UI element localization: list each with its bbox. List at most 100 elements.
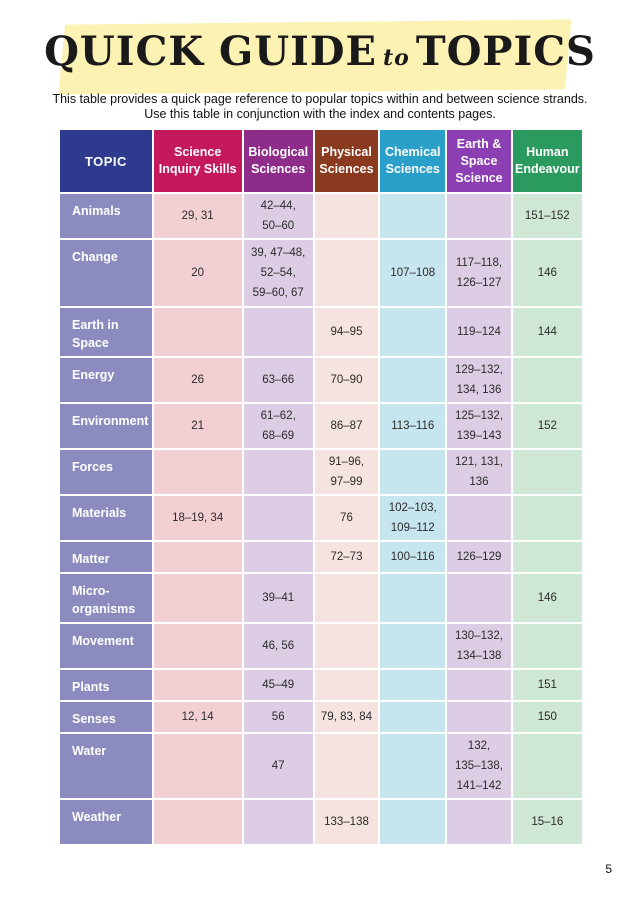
page-ref-cell-c6: 151–152 [512,194,582,238]
page-ref-line: 39–41 [262,592,295,604]
page-ref-cell-c4: 113–116 [380,404,446,448]
page-ref-line: 134, 136 [456,384,502,396]
title-part-2: to [382,45,410,71]
header-c4: Chemical Sciences [380,130,446,192]
page-ref-line: 76 [340,512,353,524]
page-ref-cell-c3: 94–95 [314,308,379,356]
header-c3-line: Physical [321,145,372,159]
topic-cell-line: Water [72,744,107,758]
page-ref-cell-c5: 132, 135–138, 141–142 [447,734,511,798]
page-ref-cell-c1: 26 [153,358,242,402]
page-ref-cell-c4 [380,734,446,798]
table-row: Senses 12, 14 56 79, 83, 84 150 [60,702,582,732]
topic-cell: Change [60,240,152,306]
topic-cell: Energy [60,358,152,402]
table-row: Animals 29, 31 42–44, 50–60 151–152 [60,194,582,238]
page-ref-cell-c4 [380,194,446,238]
page-ref-line: 135–138, [455,760,503,772]
topic-cell-line: Micro- [72,584,110,598]
topic-cell-line: Change [72,250,118,264]
page-ref-cell-c3 [314,194,379,238]
page-ref-line: 132, [467,740,491,752]
table-row: Forces 91–96, 97–99 121, 131, 136 [60,450,582,494]
page-ref-cell-c4 [380,670,446,700]
page-ref-cell-c1: 12, 14 [153,702,242,732]
page-ref-cell-c3: 72–73 [314,542,379,572]
page-ref-line: 39, 47–48, [251,247,306,259]
topic-cell-line: Environment [72,414,149,428]
page-ref-line: 113–116 [391,420,435,432]
header-c1: Science Inquiry Skills [153,130,242,192]
page-ref-line: 125–132, [455,410,503,422]
topic-cell-line: Animals [72,204,121,218]
table-row: Weather 133–138 15–16 [60,800,582,844]
header-c6-line: Human [526,145,569,159]
page-ref-line: 12, 14 [181,711,214,723]
header-c2-line: Sciences [251,162,306,176]
topic-cell-line: Matter [72,552,110,566]
page-ref-line: 61–62, [260,410,296,422]
page-ref-cell-c5 [447,574,511,622]
page-ref-line: 46, 56 [262,640,295,652]
table-body: Animals 29, 31 42–44, 50–60 151–152 Change 20 3… [60,194,582,844]
page-ref-cell-c5: 117–118, 126–127 [447,240,511,306]
page-ref-line: 18–19, 34 [172,512,224,524]
page-ref-cell-c6: 152 [512,404,582,448]
topic-cell-line: Forces [72,460,113,474]
page-ref-line: 126–127 [456,277,502,289]
page-ref-cell-c1 [153,670,242,700]
page-ref-line: 29, 31 [181,210,214,222]
page-ref-line: 42–44, [260,200,296,212]
topic-cell-line: Movement [72,634,134,648]
page-ref-cell-c4 [380,574,446,622]
page-title: QUICK GUIDE to TOPICS [0,28,640,75]
header-c3: Physical Sciences [314,130,379,192]
page-ref-cell-c4 [380,450,446,494]
header-c6-line: Endeavour [515,162,580,176]
page-ref-cell-c4 [380,308,446,356]
page-ref-line: 121, 131, [455,456,503,468]
page-ref-cell-c1: 21 [153,404,242,448]
table-row: Materials 18–19, 34 76 102–103, 109–112 [60,496,582,540]
page-ref-cell-c2: 39, 47–48, 52–54, 59–60, 67 [243,240,313,306]
page-ref-cell-c3: 91–96, 97–99 [314,450,379,494]
page-ref-cell-c5: 125–132, 139–143 [447,404,511,448]
page-ref-cell-c4 [380,358,446,402]
header-c5-line: Space [460,153,498,168]
page-number: 5 [605,862,612,876]
topic-cell: Earth in Space [60,308,152,356]
subtitle-line-1: This table provides a quick page referen… [52,92,588,106]
page-ref-cell-c1: 29, 31 [153,194,242,238]
page-ref-cell-c4 [380,800,446,844]
page-ref-cell-c5 [447,194,511,238]
header-c2: Biological Sciences [243,130,313,192]
topic-cell-line: Weather [72,810,122,824]
page-ref-cell-c5 [447,702,511,732]
page-ref-cell-c5 [447,670,511,700]
page-ref-cell-c1 [153,800,242,844]
page-ref-line: 117–118, [455,257,503,269]
topic-cell: Water [60,734,152,798]
page-ref-cell-c5 [447,800,511,844]
page-ref-line: 151–152 [524,210,570,222]
topic-cell: Senses [60,702,152,732]
page-subtitle: This table provides a quick page referen… [40,92,600,122]
page-ref-cell-c2 [243,496,313,540]
header-c5-line: Science [455,170,503,185]
page-ref-line: 97–99 [330,476,363,488]
topic-cell-line: Energy [72,368,115,382]
topic-cell: Plants [60,670,152,700]
table-row: Water 47 132, 135–138, 141–142 [60,734,582,798]
page-ref-cell-c2: 63–66 [243,358,313,402]
page-ref-line: 152 [537,420,557,432]
page-ref-line: 107–108 [390,267,436,279]
page-ref-cell-c6: 15–16 [512,800,582,844]
page-ref-line: 119–124 [457,326,501,338]
topic-cell: Movement [60,624,152,668]
page-ref-cell-c5: 121, 131, 136 [447,450,511,494]
page-ref-cell-c1 [153,624,242,668]
page-ref-line: 146 [537,592,557,604]
table-row: Movement 46, 56 130–132, 134–138 [60,624,582,668]
table-header-row: TOPIC Science Inquiry Skills Biological Scie… [60,130,582,192]
page-ref-cell-c6 [512,624,582,668]
